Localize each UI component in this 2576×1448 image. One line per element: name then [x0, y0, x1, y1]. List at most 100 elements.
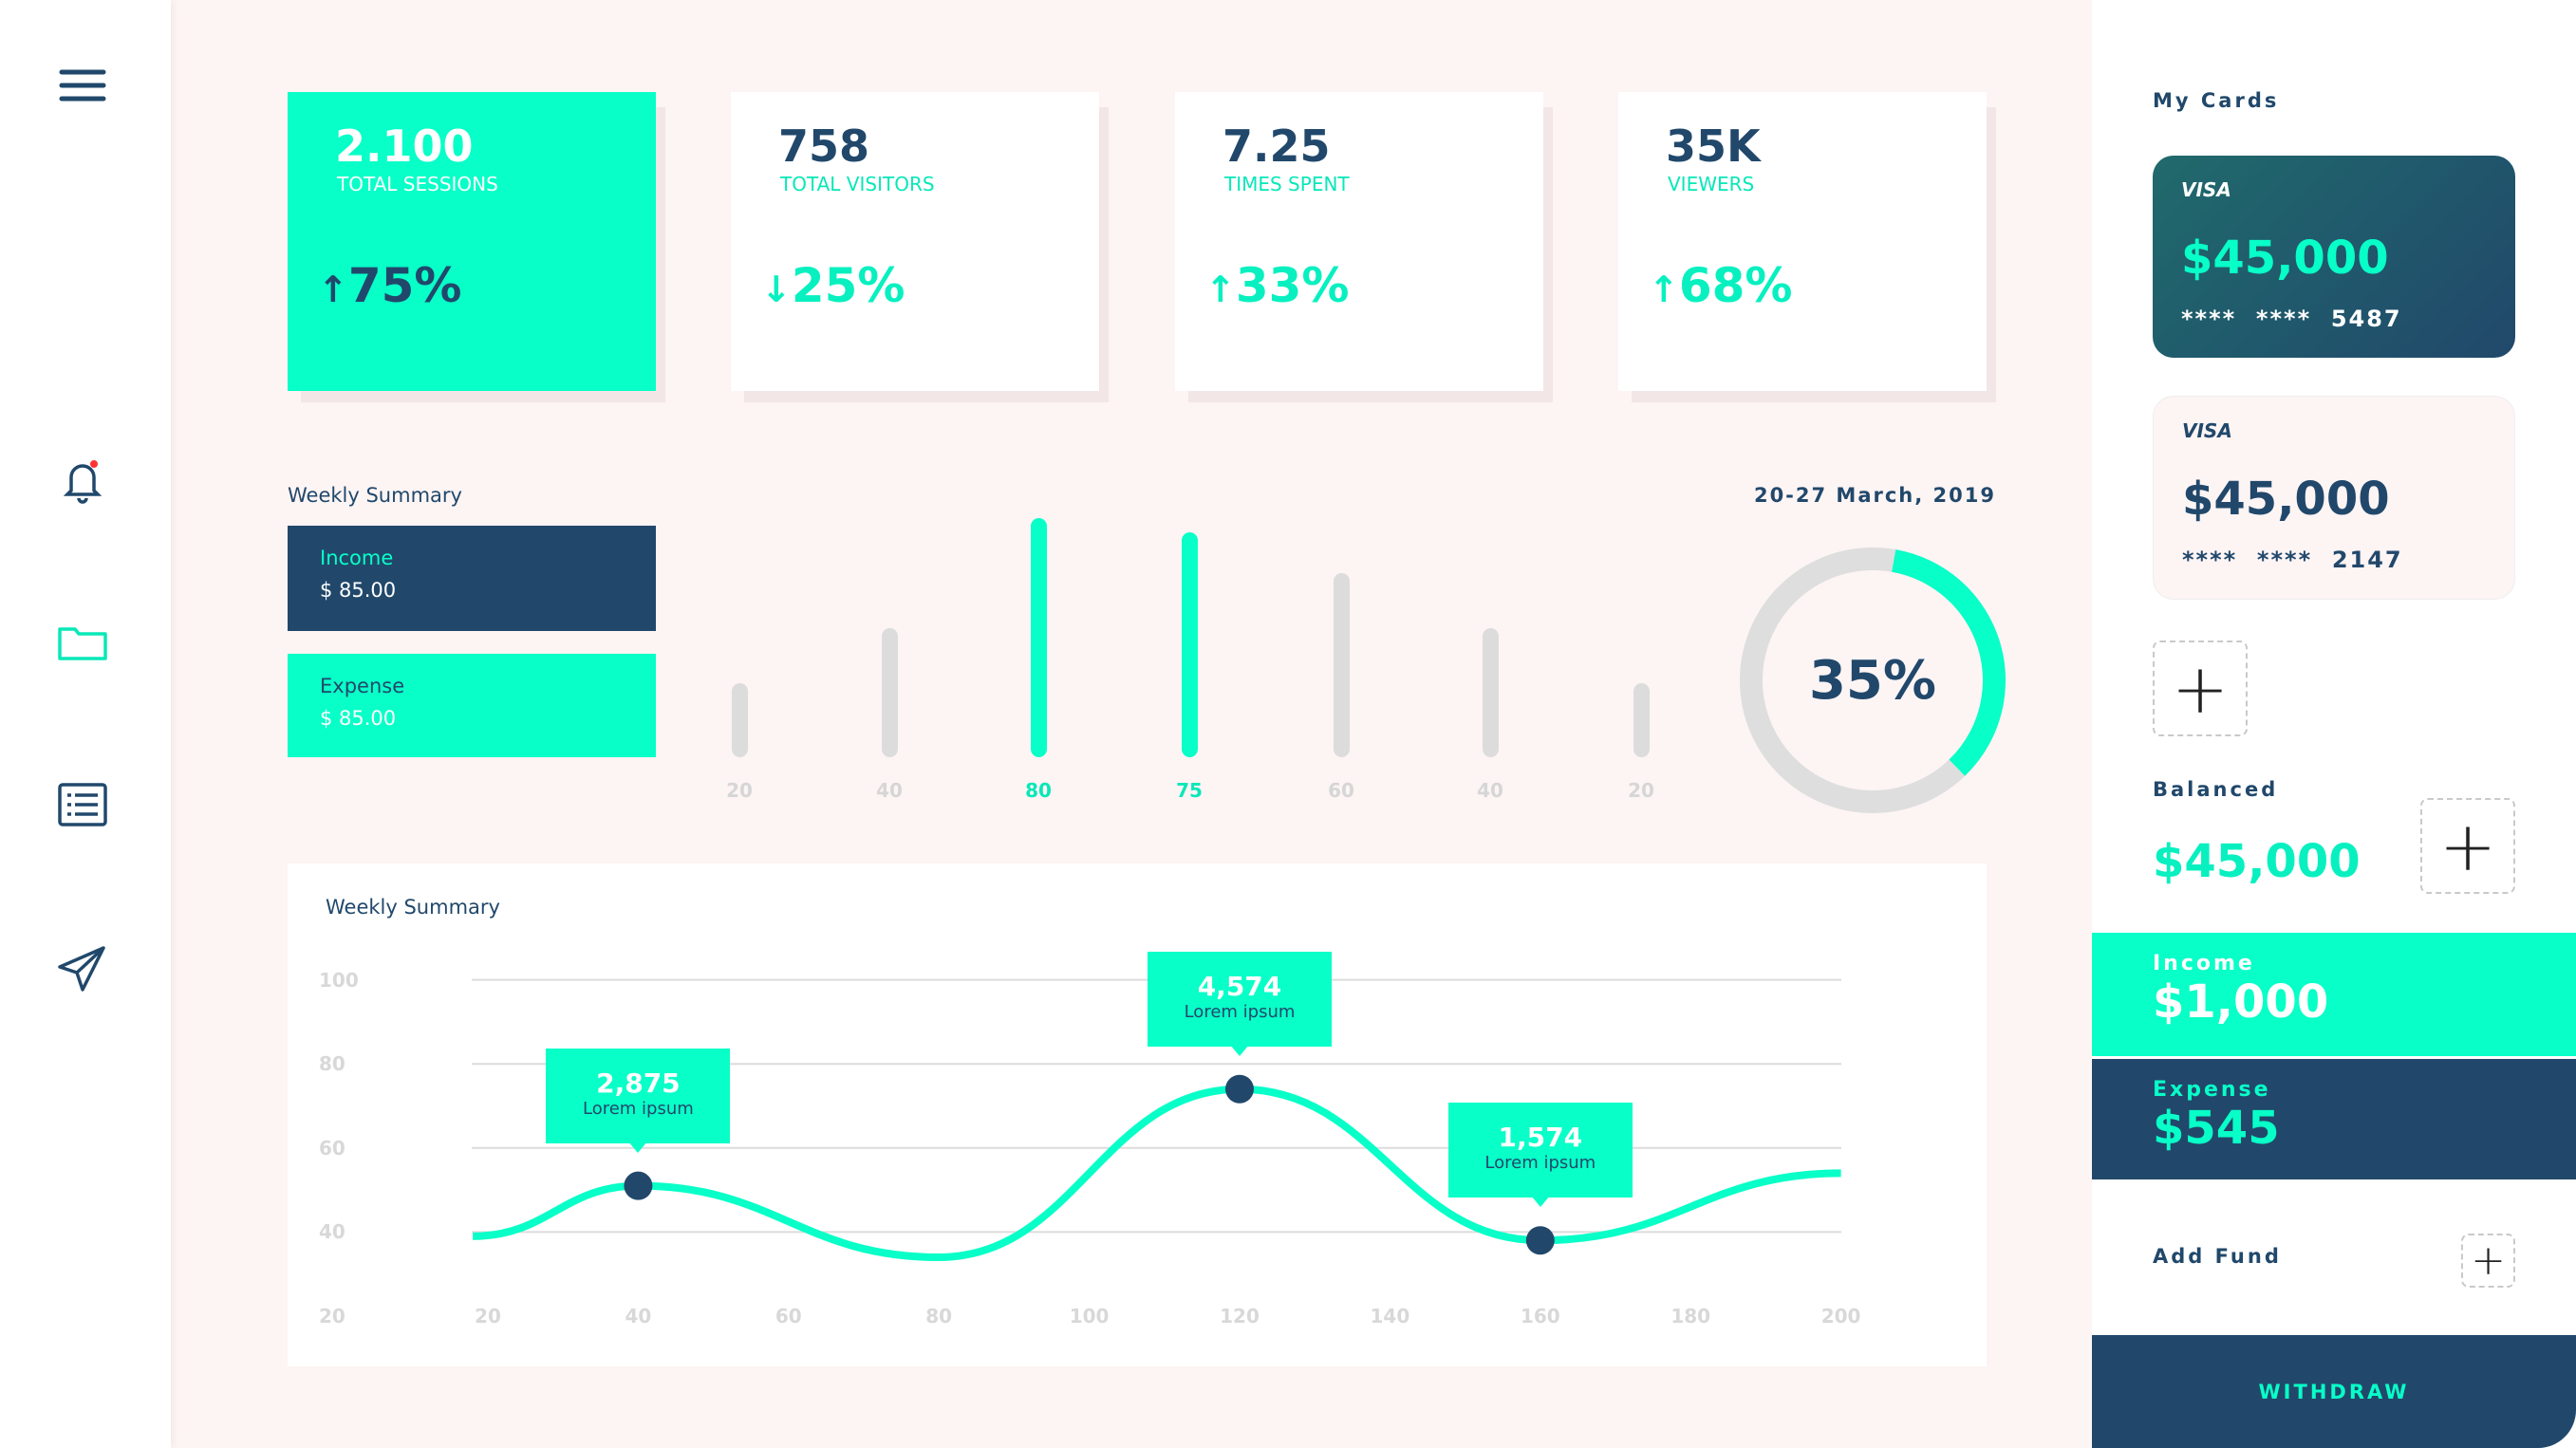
data-point-marker: [624, 1171, 653, 1200]
income-label: Income: [320, 547, 394, 569]
x-tick-label: 140: [1370, 1305, 1410, 1327]
expense-band-value: $545: [2153, 1102, 2280, 1155]
stat-card: 7.25 TIMES SPENT ↑33%: [1175, 92, 1543, 391]
line-chart-title: Weekly Summary: [326, 896, 500, 919]
arrow-up-icon: ↑: [318, 269, 348, 310]
income-value: $ 85.00: [320, 579, 397, 602]
data-point-marker: [1225, 1074, 1254, 1104]
y-tick-label: 40: [319, 1220, 345, 1244]
add-card-button[interactable]: +: [2153, 640, 2248, 736]
stat-change: ↑75%: [318, 258, 462, 313]
x-tick-label: 40: [625, 1305, 652, 1327]
x-tick-label: 100: [1069, 1305, 1110, 1327]
data-tooltip: 4,574 Lorem ipsum: [1148, 951, 1332, 1056]
stat-card: 35K VIEWERS ↑68%: [1618, 92, 1987, 391]
menu-icon[interactable]: [54, 57, 111, 114]
card-visa-5487[interactable]: VISA $45,000 **** **** 5487: [2153, 156, 2515, 358]
stat-change: ↓25%: [761, 258, 905, 313]
x-tick-label: 60: [775, 1305, 802, 1327]
folder-icon[interactable]: [54, 614, 111, 671]
bar-label: 80: [1025, 779, 1052, 802]
stat-change-value: 33%: [1235, 258, 1350, 313]
card-amount: $45,000: [2182, 473, 2390, 526]
stat-label: TOTAL SESSIONS: [337, 173, 498, 195]
donut-label: 35%: [1808, 650, 1937, 712]
stat-change-value: 25%: [791, 258, 905, 313]
card-brand: VISA: [2182, 419, 2232, 442]
stat-change-value: 75%: [347, 258, 462, 313]
bar-label: 40: [876, 779, 903, 802]
y-tick-label: 80: [319, 1052, 345, 1076]
line-chart: [472, 978, 1841, 1261]
add-fund-label: Add Fund: [2153, 1245, 2282, 1268]
sidebar: [0, 0, 171, 1448]
bar-label: 20: [1628, 779, 1654, 802]
x-tick-label: 200: [1820, 1305, 1861, 1327]
my-cards-title: My Cards: [2153, 89, 2280, 112]
y-tick-label: 20: [319, 1305, 345, 1327]
stat-value: 2.100: [335, 121, 474, 172]
income-band-value: $1,000: [2153, 975, 2329, 1029]
card-number: **** **** 5487: [2181, 306, 2402, 332]
data-point-marker: [1525, 1226, 1555, 1255]
stat-change: ↑33%: [1205, 258, 1350, 313]
tooltip-value: 1,574: [1498, 1122, 1583, 1154]
bar: [1182, 531, 1198, 757]
stat-value: 35K: [1666, 121, 1761, 172]
bar-label: 20: [726, 779, 753, 802]
weekly-summary-title: Weekly Summary: [288, 484, 462, 507]
add-balance-button[interactable]: +: [2420, 798, 2515, 894]
arrow-up-icon: ↑: [1205, 269, 1236, 310]
withdraw-button[interactable]: WITHDRAW: [2092, 1335, 2576, 1448]
stat-change-value: 68%: [1678, 258, 1793, 313]
stat-card: 758 TOTAL VISITORS ↓25%: [731, 92, 1099, 391]
date-range: 20-27 March, 2019: [1753, 484, 1996, 507]
expense-box: Expense $ 85.00: [288, 654, 656, 757]
bell-icon[interactable]: [54, 451, 111, 508]
card-brand: VISA: [2181, 178, 2231, 201]
arrow-down-icon: ↓: [761, 269, 792, 310]
stat-card: 2.100 TOTAL SESSIONS ↑75%: [288, 92, 656, 391]
send-icon[interactable]: [54, 940, 111, 997]
expense-value: $ 85.00: [320, 707, 397, 730]
tooltip-sub: Lorem ipsum: [582, 1098, 694, 1119]
tooltip-value: 4,574: [1197, 970, 1282, 1002]
stat-label: VIEWERS: [1668, 173, 1755, 195]
x-tick-label: 180: [1671, 1305, 1711, 1327]
income-band: Income $1,000: [2092, 933, 2576, 1056]
expense-label: Expense: [320, 675, 405, 697]
stat-label: TIMES SPENT: [1224, 173, 1350, 195]
balanced-value: $45,000: [2153, 835, 2361, 888]
balanced-label: Balanced: [2153, 778, 2279, 801]
data-tooltip: 1,574 Lorem ipsum: [1447, 1103, 1633, 1208]
right-panel: My Cards VISA $45,000 **** **** 5487 VIS…: [2092, 0, 2576, 1448]
bar: [1483, 628, 1499, 757]
income-band-label: Income: [2153, 952, 2255, 975]
y-tick-label: 60: [319, 1136, 345, 1160]
income-box: Income $ 85.00: [288, 526, 656, 631]
data-tooltip: 2,875 Lorem ipsum: [546, 1048, 731, 1153]
bar: [732, 683, 748, 757]
list-icon[interactable]: [54, 776, 111, 833]
x-tick-label: 20: [475, 1305, 501, 1327]
arrow-up-icon: ↑: [1649, 269, 1679, 310]
bar: [1633, 683, 1650, 757]
stat-label: TOTAL VISITORS: [780, 173, 935, 195]
bar-label: 75: [1176, 779, 1203, 802]
x-tick-label: 120: [1220, 1305, 1260, 1327]
tooltip-value: 2,875: [596, 1067, 681, 1099]
bar-label: 60: [1328, 779, 1354, 802]
bar: [882, 628, 898, 757]
x-tick-label: 80: [925, 1305, 953, 1327]
bar-label: 40: [1477, 779, 1503, 802]
add-fund-button[interactable]: +: [2461, 1234, 2515, 1288]
stat-change: ↑68%: [1649, 258, 1793, 313]
card-amount: $45,000: [2181, 232, 2389, 285]
bar: [1334, 573, 1350, 757]
card-visa-2147[interactable]: VISA $45,000 **** **** 2147: [2153, 396, 2515, 600]
expense-band: Expense $545: [2092, 1059, 2576, 1179]
x-tick-label: 160: [1520, 1305, 1560, 1327]
expense-band-label: Expense: [2153, 1078, 2271, 1102]
bar: [1031, 518, 1047, 757]
tooltip-sub: Lorem ipsum: [1484, 1153, 1596, 1174]
